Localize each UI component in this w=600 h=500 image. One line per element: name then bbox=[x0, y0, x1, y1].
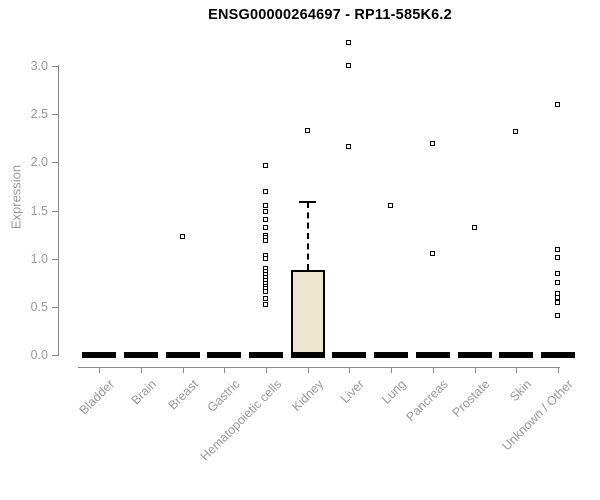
y-tick-label: 1.0 bbox=[30, 251, 48, 266]
y-tick-label: 2.5 bbox=[30, 107, 48, 122]
outlier-point bbox=[554, 101, 560, 107]
outlier-point bbox=[554, 247, 560, 252]
y-axis-title: Expression bbox=[8, 164, 24, 230]
x-tick-label: Kidney bbox=[288, 377, 326, 414]
outlier-point bbox=[554, 299, 560, 305]
y-axis-tick bbox=[52, 210, 59, 212]
x-tick-label: Breast bbox=[165, 377, 201, 413]
y-axis-tick bbox=[52, 258, 59, 260]
x-axis-tick bbox=[307, 367, 309, 373]
x-tick-label: Lung bbox=[379, 377, 410, 407]
chart-title: ENSG00000264697 - RP11-585K6.2 bbox=[208, 7, 452, 23]
x-tick-label: Prostate bbox=[449, 377, 493, 420]
y-axis-tick bbox=[52, 306, 59, 308]
outlier-point bbox=[554, 254, 560, 260]
x-tick-label: Gastric bbox=[204, 377, 243, 415]
outlier-point bbox=[263, 209, 269, 215]
x-axis-tick bbox=[266, 367, 268, 373]
outlier-point bbox=[346, 63, 352, 68]
median-bar bbox=[249, 352, 284, 358]
median-bar bbox=[332, 352, 367, 358]
outlier-point bbox=[346, 39, 352, 45]
x-axis-tick bbox=[391, 367, 393, 373]
x-axis-tick bbox=[140, 367, 142, 373]
y-tick-label: 0.0 bbox=[30, 348, 48, 362]
outlier-point bbox=[263, 238, 269, 244]
x-axis-tick bbox=[224, 367, 226, 373]
outlier-point bbox=[554, 271, 560, 277]
x-axis-tick bbox=[432, 367, 434, 373]
x-tick-label: Liver bbox=[338, 377, 368, 407]
median-bar bbox=[415, 352, 450, 358]
outlier-point bbox=[429, 141, 435, 147]
outlier-point bbox=[346, 143, 352, 149]
x-tick-label: Skin bbox=[507, 377, 535, 405]
x-tick-label: Brain bbox=[128, 377, 159, 408]
median-bar bbox=[165, 352, 200, 358]
x-axis-tick bbox=[99, 367, 101, 373]
median-bar bbox=[82, 352, 117, 358]
x-axis-tick bbox=[349, 367, 351, 373]
median-bar bbox=[457, 352, 492, 358]
outlier-point bbox=[263, 224, 269, 230]
y-tick-label: 1.5 bbox=[30, 203, 48, 218]
x-axis-tick bbox=[516, 367, 518, 373]
box-iqr bbox=[290, 270, 325, 358]
outlier-point bbox=[263, 163, 269, 169]
x-axis-tick bbox=[557, 367, 559, 373]
y-tick-label: 2.0 bbox=[30, 155, 48, 170]
y-axis-tick bbox=[52, 162, 59, 164]
median-bar bbox=[374, 352, 409, 358]
outlier-point bbox=[429, 250, 435, 256]
outlier-point bbox=[471, 224, 477, 230]
y-tick-label: 3.0 bbox=[30, 59, 48, 73]
outlier-point bbox=[263, 255, 269, 261]
outlier-point bbox=[263, 289, 269, 295]
x-axis-tick bbox=[474, 367, 476, 373]
outlier-point bbox=[263, 217, 269, 223]
whisker-line bbox=[306, 201, 309, 271]
median-bar bbox=[290, 352, 325, 358]
outlier-point bbox=[388, 202, 394, 208]
median-bar bbox=[540, 352, 575, 358]
x-axis-line bbox=[78, 367, 560, 368]
outlier-point bbox=[263, 301, 269, 307]
outlier-point bbox=[263, 189, 269, 195]
y-axis-tick bbox=[52, 355, 59, 356]
whisker-cap bbox=[299, 200, 317, 203]
outlier-point bbox=[263, 296, 269, 302]
x-tick-label: Pancreas bbox=[403, 377, 451, 425]
median-bar bbox=[207, 352, 242, 358]
outlier-point bbox=[179, 233, 185, 239]
outlier-point bbox=[263, 202, 269, 208]
outlier-point bbox=[554, 295, 560, 301]
median-bar bbox=[123, 352, 158, 358]
y-axis-tick bbox=[52, 114, 59, 116]
x-axis-tick bbox=[182, 367, 184, 373]
outlier-point bbox=[304, 127, 310, 133]
outlier-point bbox=[554, 279, 560, 285]
y-axis-tick bbox=[52, 66, 59, 67]
x-tick-label: Hematopoietic cells bbox=[197, 377, 284, 464]
x-tick-label: Bladder bbox=[76, 377, 118, 418]
outlier-point bbox=[513, 129, 519, 135]
outlier-point bbox=[554, 313, 560, 319]
median-bar bbox=[499, 352, 534, 358]
y-tick-label: 0.5 bbox=[30, 299, 48, 314]
